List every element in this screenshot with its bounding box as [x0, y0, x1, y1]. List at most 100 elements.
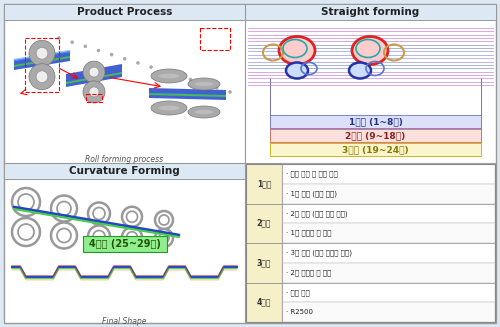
Text: 4단계: 4단계 [257, 298, 271, 307]
Circle shape [29, 64, 55, 90]
Circle shape [215, 86, 218, 90]
Bar [86, 94, 102, 102]
Ellipse shape [151, 69, 187, 83]
Text: 3단계 (19~24단): 3단계 (19~24단) [342, 145, 409, 154]
Text: · R2500: · R2500 [286, 309, 313, 315]
Bar [246, 164, 495, 322]
Ellipse shape [88, 226, 110, 248]
Ellipse shape [12, 218, 40, 246]
Ellipse shape [57, 229, 71, 243]
Bar [82, 236, 166, 252]
Ellipse shape [159, 233, 169, 243]
Circle shape [162, 69, 166, 73]
Ellipse shape [155, 229, 173, 247]
Circle shape [70, 40, 74, 44]
Polygon shape [66, 72, 122, 84]
Bar [200, 28, 230, 50]
Text: Product Process: Product Process [77, 7, 172, 17]
Circle shape [176, 74, 179, 77]
Bar [25, 38, 59, 92]
Ellipse shape [57, 201, 71, 215]
Text: 4단계 (25~29단): 4단계 (25~29단) [88, 239, 160, 249]
Text: Curvature Forming: Curvature Forming [69, 166, 180, 176]
Bar [245, 4, 496, 20]
Circle shape [84, 44, 87, 48]
Bar [282, 302, 495, 322]
Circle shape [36, 47, 48, 59]
Bar [270, 129, 481, 142]
Text: 1단계 (1~8단): 1단계 (1~8단) [348, 117, 403, 126]
Bar [282, 184, 495, 203]
Text: · 3자 성형 (치수 정밀도 제어): · 3자 성형 (치수 정밀도 제어) [286, 250, 352, 256]
Ellipse shape [12, 188, 40, 216]
Ellipse shape [122, 207, 142, 227]
Circle shape [89, 67, 99, 77]
Bar [270, 143, 481, 156]
Ellipse shape [349, 62, 371, 78]
Ellipse shape [188, 78, 220, 90]
Text: 3단계: 3단계 [257, 258, 271, 267]
Circle shape [89, 87, 99, 97]
Circle shape [188, 78, 192, 81]
Circle shape [110, 53, 114, 57]
Ellipse shape [51, 196, 77, 221]
Bar [246, 164, 282, 203]
Text: Roll forming process: Roll forming process [86, 154, 164, 164]
Ellipse shape [352, 37, 388, 64]
Bar [282, 283, 495, 302]
Text: Final Shape: Final Shape [102, 317, 147, 325]
Ellipse shape [159, 215, 169, 225]
Ellipse shape [155, 211, 173, 229]
Bar [282, 243, 495, 263]
Ellipse shape [93, 231, 105, 243]
Circle shape [96, 49, 100, 52]
Bar [246, 203, 282, 243]
Polygon shape [149, 93, 226, 97]
Text: 1단계: 1단계 [257, 179, 271, 188]
Text: · 곡률 성형: · 곡률 성형 [286, 289, 310, 296]
Ellipse shape [151, 101, 187, 115]
Text: · 1자 성형 (단순 성형): · 1자 성형 (단순 성형) [286, 190, 337, 197]
Bar [282, 164, 495, 184]
Ellipse shape [88, 202, 110, 225]
Circle shape [228, 90, 232, 94]
Ellipse shape [51, 222, 77, 249]
Ellipse shape [194, 82, 214, 86]
Polygon shape [14, 51, 70, 70]
Polygon shape [14, 56, 70, 67]
Ellipse shape [279, 37, 315, 64]
Ellipse shape [158, 74, 180, 78]
Text: · 소재 유입 및 이탈 방지: · 소재 유입 및 이탈 방지 [286, 171, 338, 177]
Bar [4, 163, 245, 179]
Bar [246, 283, 282, 322]
Circle shape [136, 61, 140, 65]
Bar [246, 164, 495, 322]
Text: · 1자 스프링 백 제어: · 1자 스프링 백 제어 [286, 230, 332, 236]
Ellipse shape [122, 227, 142, 247]
Circle shape [202, 82, 205, 85]
Ellipse shape [194, 110, 214, 114]
Ellipse shape [18, 224, 34, 240]
Polygon shape [149, 88, 226, 100]
Ellipse shape [286, 62, 308, 78]
Circle shape [83, 61, 105, 83]
Ellipse shape [188, 106, 220, 118]
Bar [282, 223, 495, 243]
Circle shape [123, 57, 126, 60]
Text: · 2자 성형 (장원 형상 성형): · 2자 성형 (장원 형상 성형) [286, 210, 348, 217]
Text: 2단계: 2단계 [257, 219, 271, 228]
Circle shape [36, 71, 48, 82]
Text: Straight forming: Straight forming [322, 7, 420, 17]
Polygon shape [66, 64, 122, 87]
Bar [282, 263, 495, 283]
Ellipse shape [93, 208, 105, 219]
Circle shape [83, 81, 105, 103]
Bar [282, 203, 495, 223]
Bar [4, 4, 245, 20]
Ellipse shape [18, 194, 34, 210]
Ellipse shape [126, 211, 138, 222]
Text: 2단계 (9~18단): 2단계 (9~18단) [346, 131, 406, 140]
Ellipse shape [126, 232, 138, 243]
Circle shape [29, 40, 55, 66]
Text: · 2자 스프링 백 제어: · 2자 스프링 백 제어 [286, 269, 332, 276]
